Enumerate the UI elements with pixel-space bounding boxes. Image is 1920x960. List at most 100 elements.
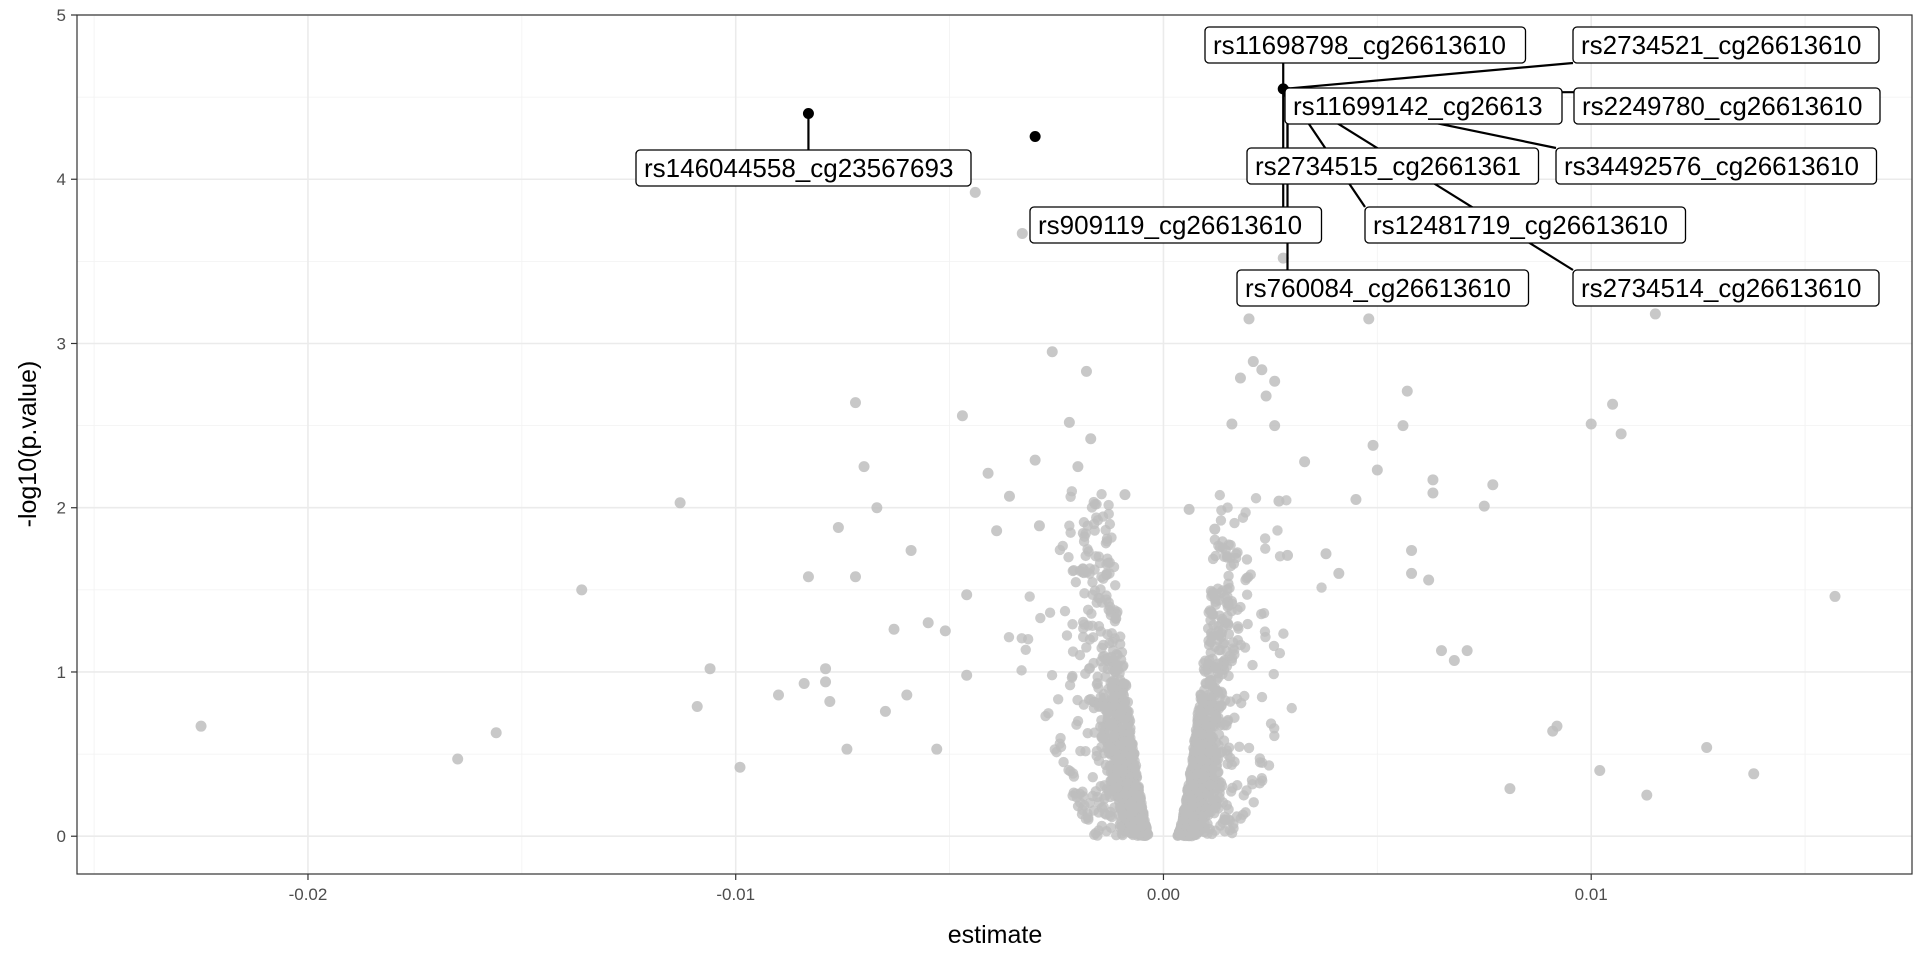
- null-point: [1199, 771, 1210, 782]
- null-point: [1077, 567, 1088, 578]
- null-point: [1102, 557, 1114, 569]
- null-point: [1096, 642, 1107, 654]
- null-point: [1214, 489, 1226, 501]
- null-point: [1098, 692, 1110, 704]
- data-point: [1080, 365, 1092, 377]
- null-point: [1209, 593, 1221, 604]
- null-point: [1215, 700, 1227, 712]
- null-point: [1256, 608, 1267, 620]
- null-point: [1203, 655, 1215, 666]
- label-text: rs2249780_cg26613610: [1582, 91, 1862, 121]
- null-point: [1105, 609, 1117, 621]
- data-point: [1448, 654, 1460, 666]
- label-text: rs146044558_cg23567693: [644, 153, 953, 183]
- null-point: [1093, 807, 1104, 818]
- null-point: [1210, 662, 1221, 673]
- label-box: [635, 149, 972, 187]
- null-point: [1016, 665, 1027, 676]
- data-point: [879, 705, 891, 717]
- highlighted-point: [802, 108, 814, 120]
- null-point: [1272, 525, 1283, 536]
- null-point: [1204, 605, 1216, 616]
- null-point: [1083, 694, 1095, 706]
- null-point: [1222, 716, 1233, 727]
- data-point: [1333, 567, 1345, 579]
- label-box: [1204, 26, 1527, 64]
- null-point: [1225, 786, 1237, 797]
- label-text: rs2734515_cg2661361: [1255, 151, 1521, 181]
- data-point: [1363, 313, 1375, 325]
- data-point: [939, 625, 951, 637]
- data-point: [820, 663, 832, 675]
- data-point: [802, 571, 814, 583]
- data-point: [858, 461, 870, 473]
- null-point: [1243, 742, 1255, 754]
- null-point: [1126, 797, 1137, 808]
- null-point: [1231, 693, 1243, 705]
- data-point: [888, 623, 900, 635]
- null-point: [1093, 682, 1104, 694]
- data-point: [1551, 720, 1563, 732]
- null-point: [1241, 785, 1252, 796]
- data-point: [576, 584, 588, 596]
- null-point: [1250, 493, 1262, 504]
- null-point: [1115, 654, 1127, 665]
- null-point: [1247, 659, 1258, 671]
- null-point: [1233, 623, 1244, 634]
- data-point: [969, 186, 981, 198]
- null-point: [1260, 543, 1271, 554]
- null-point: [1235, 601, 1246, 613]
- label-text: rs2734514_cg26613610: [1581, 273, 1861, 303]
- null-point: [1229, 517, 1240, 529]
- data-point: [1594, 765, 1606, 777]
- null-point: [1077, 786, 1088, 797]
- y-tick-label: 1: [57, 663, 66, 682]
- data-point: [849, 397, 861, 409]
- data-point: [849, 571, 861, 583]
- null-point-cloud: [1003, 486, 1327, 842]
- data-point: [905, 544, 917, 556]
- null-point: [1254, 753, 1266, 764]
- data-point: [1282, 549, 1294, 561]
- label-box: [1573, 87, 1881, 125]
- null-point: [1130, 760, 1142, 771]
- null-point: [1109, 771, 1121, 783]
- data-point: [1367, 439, 1379, 451]
- null-point: [1096, 571, 1107, 583]
- null-point: [1103, 508, 1114, 520]
- null-point: [1057, 540, 1068, 552]
- null-point: [1079, 531, 1090, 542]
- null-point: [1066, 672, 1078, 683]
- x-axis-ticks: -0.02 -0.01 0.00 0.01: [289, 874, 1608, 904]
- null-point: [1079, 619, 1090, 630]
- null-point: [1316, 582, 1327, 593]
- data-point: [1033, 520, 1045, 532]
- null-point: [1136, 812, 1147, 824]
- null-point: [1087, 577, 1098, 588]
- null-point: [1105, 651, 1117, 663]
- y-axis-ticks: 0 1 2 3 4 5: [57, 6, 77, 846]
- null-point: [1088, 657, 1099, 669]
- null-point: [1239, 642, 1251, 653]
- data-point: [195, 720, 207, 732]
- data-point: [1371, 464, 1383, 476]
- null-point: [1222, 502, 1233, 513]
- null-point: [1115, 707, 1127, 718]
- null-point: [1259, 626, 1271, 637]
- data-point: [1748, 768, 1760, 780]
- null-point: [1232, 547, 1243, 558]
- null-point: [1089, 585, 1101, 596]
- null-point: [1065, 491, 1076, 503]
- null-point: [1097, 732, 1108, 744]
- null-point: [1058, 756, 1069, 768]
- null-point: [1241, 554, 1253, 565]
- null-point: [1187, 756, 1198, 767]
- null-point: [1188, 780, 1199, 791]
- data-point: [1243, 313, 1255, 325]
- y-tick-label: 3: [57, 334, 66, 353]
- data-point: [772, 689, 784, 701]
- null-point: [1080, 550, 1091, 562]
- null-point: [1101, 594, 1112, 605]
- null-point: [1223, 814, 1234, 825]
- null-point: [1109, 666, 1121, 678]
